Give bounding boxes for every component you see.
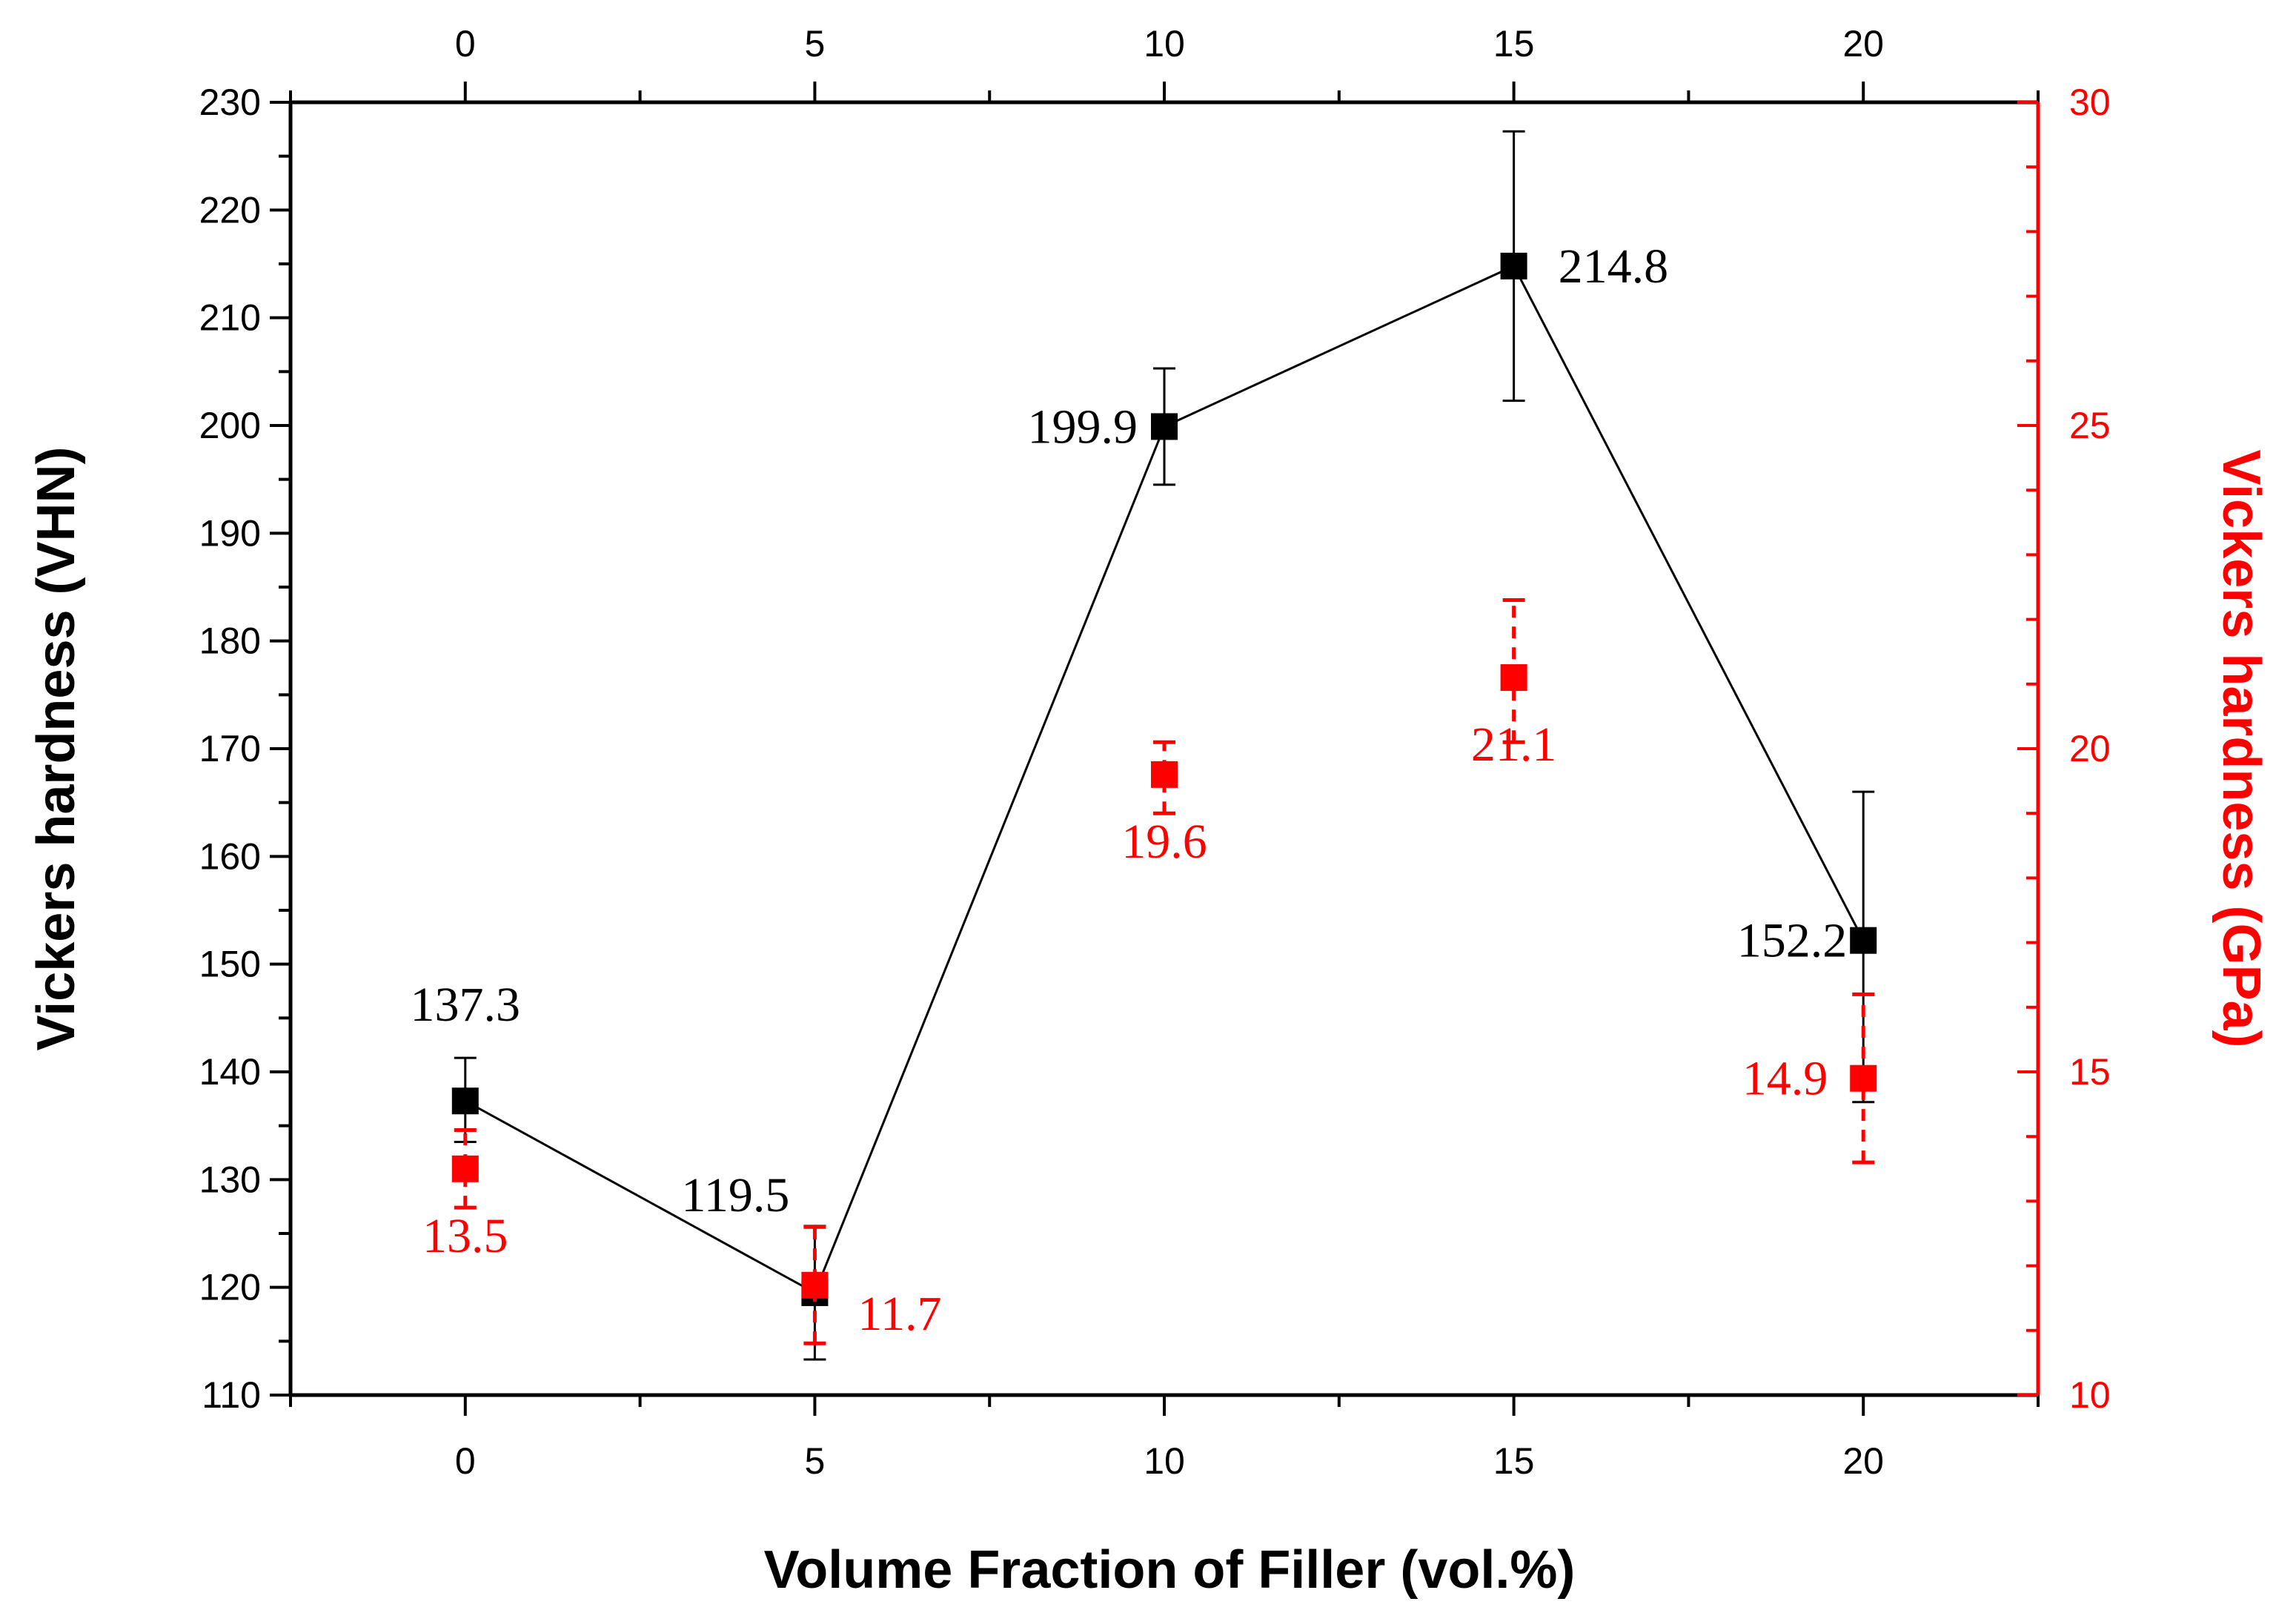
data-label: 19.6 [1121, 815, 1207, 869]
y-tick-label: 160 [199, 835, 261, 877]
data-point-marker [1850, 927, 1877, 954]
y-tick-label: 180 [199, 620, 261, 662]
data-labels: 137.3 119.5 199.9 214.8 152.2 13.5 11.7 19.6 21.… [411, 239, 1848, 1341]
x-axis-title: Volume Fraction of Filler (vol.%) [764, 1540, 1576, 1600]
y-tick-label: 190 [199, 512, 261, 554]
y-tick-label: 220 [199, 189, 261, 231]
data-point-marker [451, 1087, 479, 1115]
x-top-tick-label: 20 [1842, 23, 1884, 64]
data-point-marker [451, 1155, 479, 1182]
x-tick-label: 20 [1842, 1440, 1884, 1482]
x-tick-label: 10 [1144, 1440, 1185, 1482]
y-tick-label: 210 [199, 297, 261, 339]
data-label: 199.9 [1028, 400, 1138, 454]
y2-tick-label: 10 [2069, 1374, 2111, 1416]
axis-ticks [270, 82, 2040, 1416]
x-top-tick-label: 15 [1493, 23, 1535, 64]
data-label: 119.5 [681, 1168, 789, 1222]
x-top-tick-label: 10 [1144, 23, 1185, 64]
y2-tick-label: 15 [2069, 1051, 2111, 1093]
y2-tick-label: 20 [2069, 728, 2111, 769]
data-point-marker [1151, 761, 1178, 788]
y-tick-label: 130 [199, 1159, 261, 1200]
y2-axis-title: Vickers hardness (GPa) [2212, 449, 2271, 1047]
x-top-tick-label: 0 [455, 23, 476, 64]
data-label: 137.3 [411, 978, 521, 1032]
x-tick-label: 15 [1493, 1440, 1535, 1482]
y-tick-label: 110 [202, 1374, 261, 1416]
chart-series [451, 130, 1877, 1361]
data-label: 13.5 [422, 1209, 508, 1263]
y-tick-label: 140 [199, 1051, 261, 1093]
data-label: 152.2 [1737, 914, 1848, 968]
x-top-tick-label: 5 [804, 23, 825, 64]
x-tick-label: 5 [804, 1440, 825, 1482]
data-point-marker [1500, 664, 1527, 692]
data-point-marker [1500, 252, 1527, 279]
data-label: 21.1 [1471, 718, 1557, 772]
x-tick-label: 0 [455, 1440, 476, 1482]
data-label: 214.8 [1559, 239, 1669, 294]
data-point-marker [1151, 413, 1178, 440]
y2-tick-label: 30 [2069, 82, 2111, 123]
data-point-marker [801, 1271, 829, 1299]
y-tick-label: 120 [199, 1267, 261, 1308]
y-tick-label: 150 [199, 944, 261, 985]
axis-tick-labels: 0 5 10 15 200 5 10 15 20110120130140150160170180… [199, 23, 2111, 1482]
data-label: 14.9 [1742, 1052, 1828, 1106]
y-tick-label: 200 [199, 405, 261, 446]
y-tick-label: 170 [199, 728, 261, 769]
data-point-marker [1850, 1064, 1877, 1092]
y2-tick-label: 25 [2069, 405, 2111, 446]
data-label: 11.7 [857, 1287, 941, 1341]
y-axis-title: Vickers hardness (VHN) [27, 446, 86, 1050]
y-tick-label: 230 [199, 82, 261, 123]
